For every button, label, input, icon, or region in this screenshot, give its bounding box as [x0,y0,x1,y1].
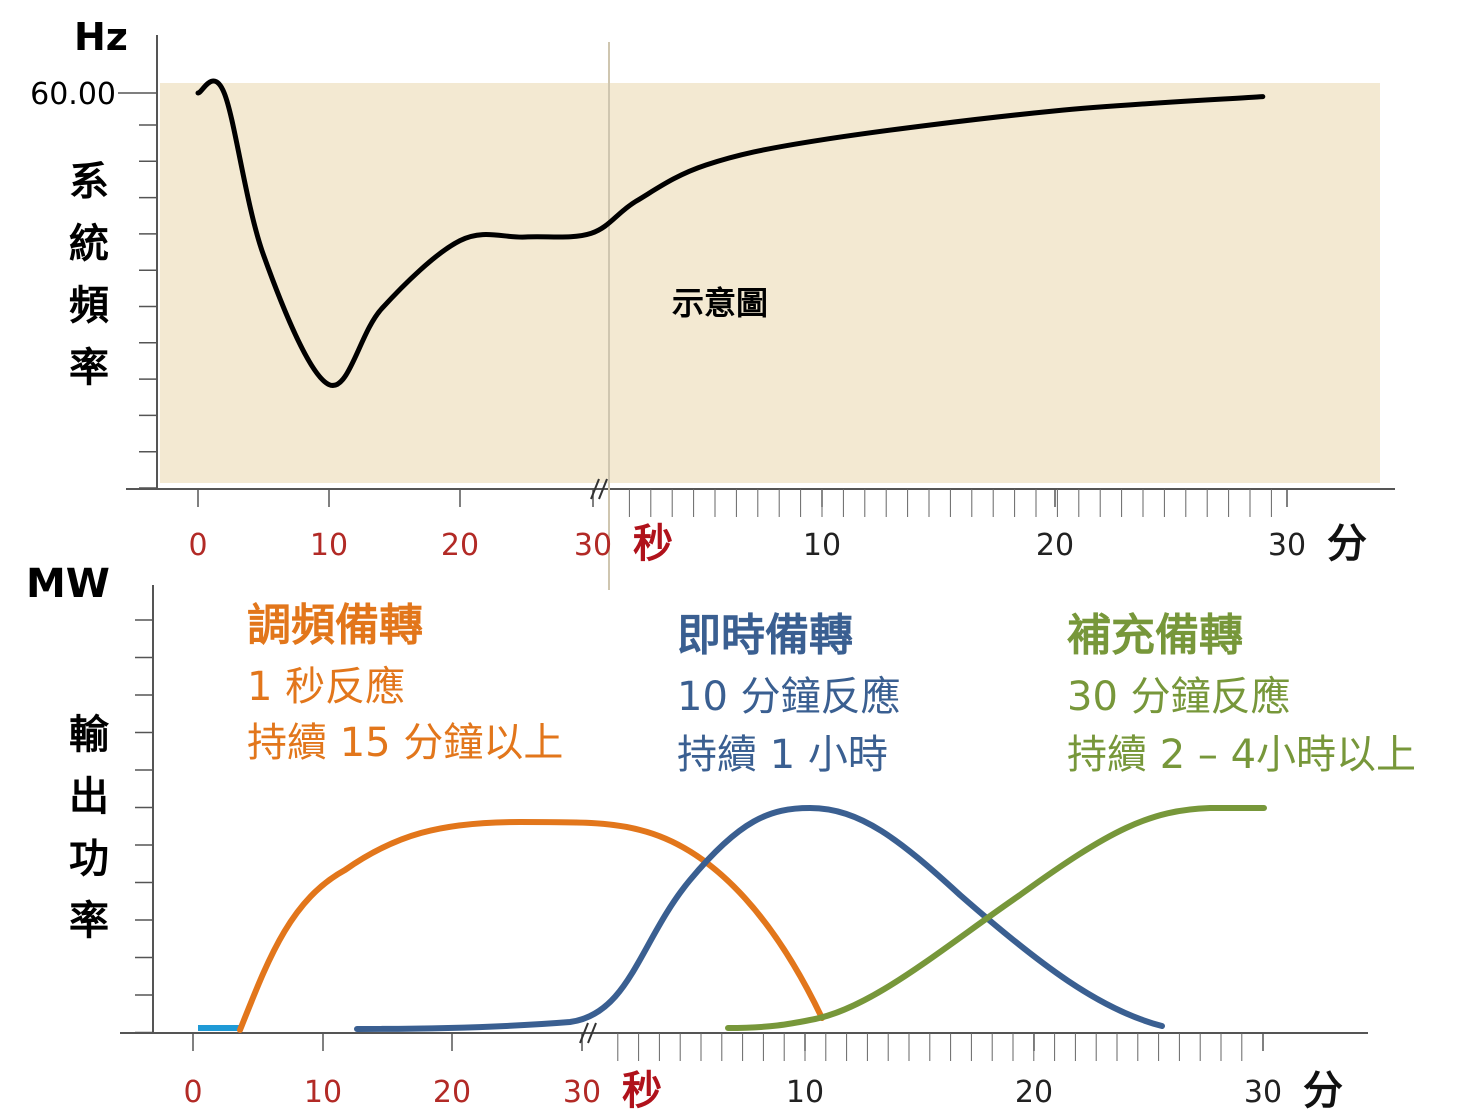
annotation-schematic: 示意圖 [672,284,768,322]
frequency-axis-label: 系統頻率 [69,159,109,391]
legend-response: 10 分鐘反應 [677,674,901,720]
axis-label-char: 率 [69,345,109,391]
axis-break-mark [598,478,608,500]
x-tick-label-minutes: 10 [786,1075,824,1110]
spinning-reserve-curve [354,805,1165,1032]
legend-supplemental-reserve: 補充備轉 30 分鐘反應 持續 2 – 4小時以上 [1067,610,1416,778]
y-tick-label-60: 60.00 [30,77,116,112]
x-axis-minor-ticks [579,1022,1243,1061]
legend-duration: 持續 1 小時 [677,732,888,778]
frequency-plot-background [160,83,1380,483]
x-tick-label-minutes: 10 [803,528,841,563]
x-tick-label-seconds: 30 [574,528,612,563]
supplemental-reserve-curve [725,804,1267,1031]
axis-label-char: 統 [69,221,109,267]
axis-label-char: 功 [69,836,109,882]
x-tick-label-seconds: 20 [433,1075,471,1110]
x-tick-label-seconds: 30 [563,1075,601,1110]
legend-response: 1 秒反應 [247,664,405,710]
legend-frequency-regulation: 調頻備轉 1 秒反應 持續 15 分鐘以上 [247,600,563,766]
axis-label-char: 頻 [69,283,109,329]
x-tick-label-minutes: 30 [1268,528,1306,563]
power-axis-label: 輸出功率 [69,712,110,944]
axis-break-mark [579,1022,589,1044]
power-unit: MW [26,561,110,607]
x-tick-label-minutes: 30 [1244,1075,1282,1110]
y-axis-ticks [135,619,153,1034]
x-tick-label-seconds: 10 [310,528,348,563]
x-tick-label-seconds: 0 [183,1075,202,1110]
x-tick-label-minutes: 20 [1015,1075,1053,1110]
legend-title: 即時備轉 [677,610,853,661]
legend-title: 補充備轉 [1067,610,1243,661]
legend-spinning-reserve: 即時備轉 10 分鐘反應 持續 1 小時 [677,610,901,778]
x-unit-minutes: 分 [1303,1068,1343,1114]
x-tick-label-seconds: 20 [441,528,479,563]
axis-label-char: 輸 [69,712,110,758]
frequency-regulation-reserve-curve [237,819,825,1033]
power-chart: 0 10 20 30 秒 10 20 30 分 MW 輸出功率 調頻備轉 1 秒反應 持續 15… [26,561,1416,1114]
axis-break-mark [590,478,600,500]
axis-break-mark [587,1022,597,1044]
frequency-unit: Hz [74,15,128,59]
legend-duration: 持續 2 – 4小時以上 [1067,732,1416,778]
axis-label-char: 率 [69,898,109,944]
legend-response: 30 分鐘反應 [1067,674,1291,720]
legend-title: 調頻備轉 [247,600,423,651]
x-axis-ticks: 0 10 20 30 秒 10 20 30 分 [183,1033,1343,1114]
x-unit-seconds: 秒 [622,1068,662,1114]
legend-duration: 持續 15 分鐘以上 [247,720,563,766]
x-axis-ticks: 0 10 20 30 秒 10 20 30 分 [188,489,1367,567]
x-tick-label-seconds: 10 [304,1075,342,1110]
y-axis-ticks [139,124,157,489]
axis-label-char: 出 [69,774,109,820]
x-tick-label-minutes: 20 [1036,528,1074,563]
x-unit-seconds: 秒 [633,521,673,567]
x-tick-label-seconds: 0 [188,528,207,563]
frequency-chart: 0 10 20 30 秒 10 20 30 分 Hz 60.00 系統頻率 示意圖 [30,15,1395,590]
frequency-curve [195,78,1266,388]
axis-label-char: 系 [69,159,109,205]
x-unit-minutes: 分 [1327,521,1367,567]
x-axis-minor-ticks [590,478,1272,517]
